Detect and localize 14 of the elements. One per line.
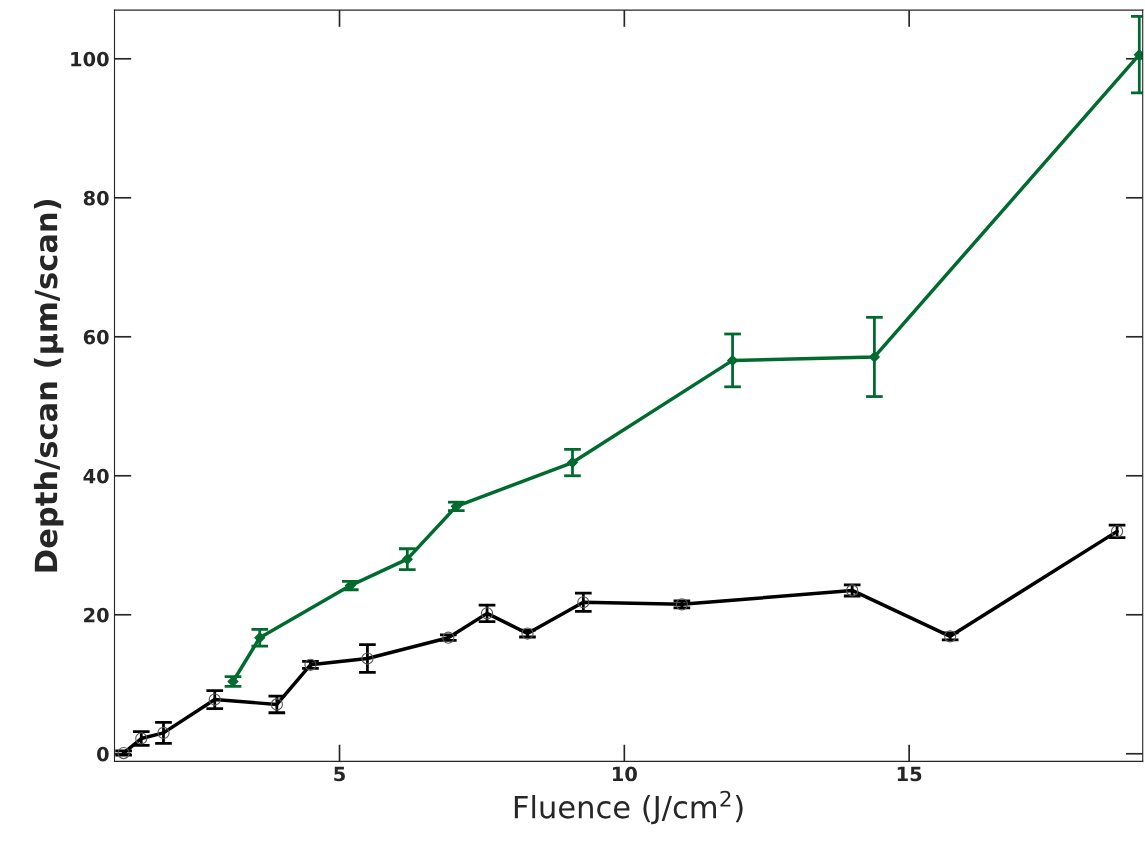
y-tick-label: 100 (71, 51, 109, 67)
point (1133, 49, 1143, 61)
point (567, 457, 578, 469)
y-tick-label: 0 (97, 746, 109, 762)
y-tick-label: 60 (83, 329, 109, 345)
y-tick-label: 20 (84, 607, 109, 623)
y-tick-label: 40 (83, 468, 109, 484)
y-tick-label: 80 (83, 190, 109, 206)
x-tick-label: 5 (334, 766, 345, 782)
x-tick-label: 15 (897, 766, 922, 782)
y-axis-title: Depth/scan (μm/scan) (33, 199, 64, 572)
point (401, 553, 413, 565)
x-tick-label: 10 (613, 766, 637, 782)
x-axis-title: Fluence (J/cm$^{2}$) (514, 790, 743, 825)
